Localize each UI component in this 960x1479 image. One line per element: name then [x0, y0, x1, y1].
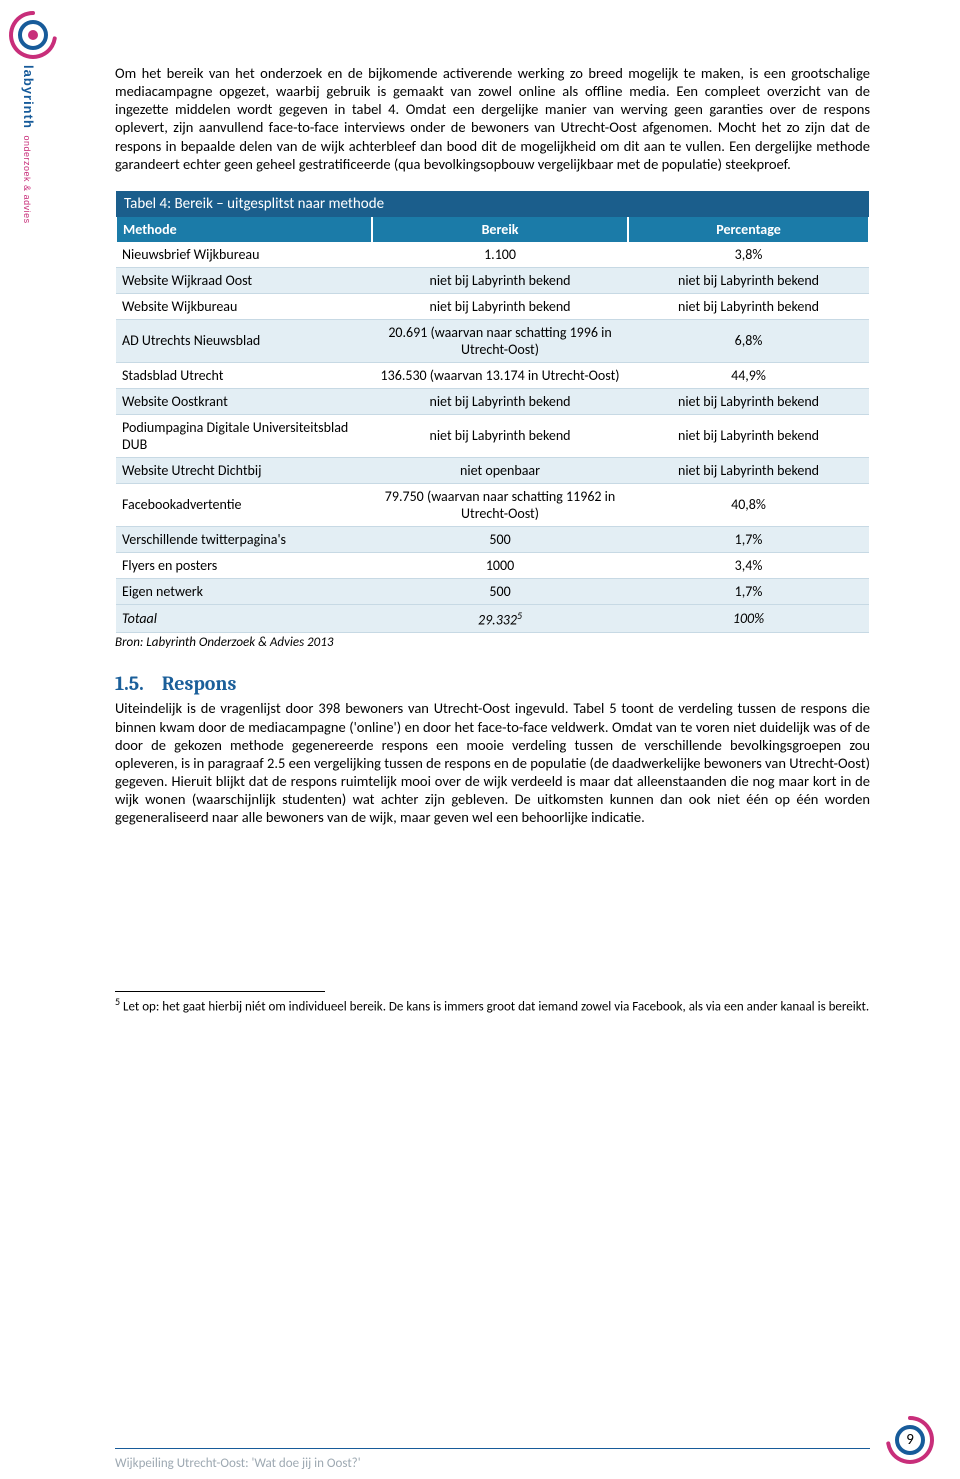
cell-bereik: 1.100	[372, 242, 628, 268]
brand-subtitle: onderzoek & advies	[22, 136, 32, 224]
page-number: 9	[906, 1431, 914, 1449]
cell-methode: Stadsblad Utrecht	[116, 362, 372, 388]
table-source: Bron: Labyrinth Onderzoek & Advies 2013	[115, 635, 870, 650]
sidebar: labyrinth onderzoek & advies	[0, 0, 55, 1479]
cell-methode: Website Utrecht Dichtbij	[116, 457, 372, 483]
cell-percentage: niet bij Labyrinth bekend	[628, 388, 869, 414]
table-row: AD Utrechts Nieuwsblad20.691 (waarvan na…	[116, 319, 869, 362]
cell-methode: Website Wijkraad Oost	[116, 267, 372, 293]
cell-methode: Website Wijkbureau	[116, 293, 372, 319]
cell-bereik: 79.750 (waarvan naar schatting 11962 in …	[372, 483, 628, 526]
col-percentage: Percentage	[628, 217, 869, 242]
cell-percentage: 40,8%	[628, 483, 869, 526]
cell-methode: Nieuwsbrief Wijkbureau	[116, 242, 372, 268]
cell-percentage: 3,8%	[628, 242, 869, 268]
cell-methode: Website Oostkrant	[116, 388, 372, 414]
cell-percentage: niet bij Labyrinth bekend	[628, 414, 869, 457]
cell-bereik: niet bij Labyrinth bekend	[372, 293, 628, 319]
table-bereik: Tabel 4: Bereik – uitgesplitst naar meth…	[115, 191, 870, 634]
logo-icon	[8, 10, 58, 60]
intro-paragraph: Om het bereik van het onderzoek en de bi…	[115, 64, 870, 173]
respons-paragraph: Uiteindelijk is de vragenlijst door 398 …	[115, 699, 870, 826]
cell-methode: Eigen netwerk	[116, 578, 372, 604]
cell-methode: Verschillende twitterpagina's	[116, 526, 372, 552]
col-bereik: Bereik	[372, 217, 628, 242]
brand-name: labyrinth	[21, 65, 36, 129]
cell-percentage: niet bij Labyrinth bekend	[628, 267, 869, 293]
cell-bereik: 500	[372, 578, 628, 604]
table-total-row: Totaal 29.3325 100%	[116, 604, 869, 633]
footnote-number: 5	[115, 995, 120, 1008]
table-row: Verschillende twitterpagina's5001,7%	[116, 526, 869, 552]
footnote: 5 Let op: het gaat hierbij niét om indiv…	[115, 996, 870, 1016]
cell-methode: AD Utrechts Nieuwsblad	[116, 319, 372, 362]
cell-percentage: niet bij Labyrinth bekend	[628, 457, 869, 483]
table-row: Flyers en posters10003,4%	[116, 552, 869, 578]
table-row: Stadsblad Utrecht136.530 (waarvan 13.174…	[116, 362, 869, 388]
cell-bereik: niet openbaar	[372, 457, 628, 483]
table-row: Nieuwsbrief Wijkbureau1.1003,8%	[116, 242, 869, 268]
cell-percentage: niet bij Labyrinth bekend	[628, 293, 869, 319]
cell-percentage: 1,7%	[628, 526, 869, 552]
table-row: Website Wijkraad Oostniet bij Labyrinth …	[116, 267, 869, 293]
section-number: 1.5.	[115, 672, 144, 695]
cell-methode: Flyers en posters	[116, 552, 372, 578]
total-bereik: 29.3325	[372, 604, 628, 633]
cell-bereik: 500	[372, 526, 628, 552]
cell-percentage: 3,4%	[628, 552, 869, 578]
footnote-text: Let op: het gaat hierbij niét om individ…	[123, 1000, 869, 1015]
section-title: Respons	[162, 672, 237, 695]
footnote-separator	[115, 991, 325, 992]
cell-bereik: 136.530 (waarvan 13.174 in Utrecht-Oost)	[372, 362, 628, 388]
page-number-badge: 9	[885, 1415, 935, 1465]
cell-bereik: niet bij Labyrinth bekend	[372, 267, 628, 293]
cell-bereik: niet bij Labyrinth bekend	[372, 414, 628, 457]
table-row: Eigen netwerk5001,7%	[116, 578, 869, 604]
section-heading: 1.5. Respons	[115, 672, 870, 695]
table-row: Facebookadvertentie79.750 (waarvan naar …	[116, 483, 869, 526]
brand-vertical-text: labyrinth onderzoek & advies	[21, 65, 36, 224]
table-row: Podiumpagina Digitale Universiteitsblad …	[116, 414, 869, 457]
col-methode: Methode	[116, 217, 372, 242]
table-row: Website Oostkrantniet bij Labyrinth beke…	[116, 388, 869, 414]
cell-bereik: 20.691 (waarvan naar schatting 1996 in U…	[372, 319, 628, 362]
table-row: Website Wijkbureauniet bij Labyrinth bek…	[116, 293, 869, 319]
cell-methode: Podiumpagina Digitale Universiteitsblad …	[116, 414, 372, 457]
main-content: Om het bereik van het onderzoek en de bi…	[115, 64, 870, 1016]
cell-percentage: 44,9%	[628, 362, 869, 388]
footer-line	[115, 1448, 870, 1449]
cell-bereik: 1000	[372, 552, 628, 578]
total-percentage: 100%	[628, 604, 869, 633]
cell-bereik: niet bij Labyrinth bekend	[372, 388, 628, 414]
footer-text: Wijkpeiling Utrecht-Oost: 'Wat doe jij i…	[115, 1456, 361, 1471]
cell-methode: Facebookadvertentie	[116, 483, 372, 526]
table-row: Website Utrecht Dichtbijniet openbaarnie…	[116, 457, 869, 483]
table-header-row: Methode Bereik Percentage	[116, 217, 869, 242]
table-title: Tabel 4: Bereik – uitgesplitst naar meth…	[116, 191, 869, 217]
total-label: Totaal	[116, 604, 372, 633]
cell-percentage: 1,7%	[628, 578, 869, 604]
cell-percentage: 6,8%	[628, 319, 869, 362]
